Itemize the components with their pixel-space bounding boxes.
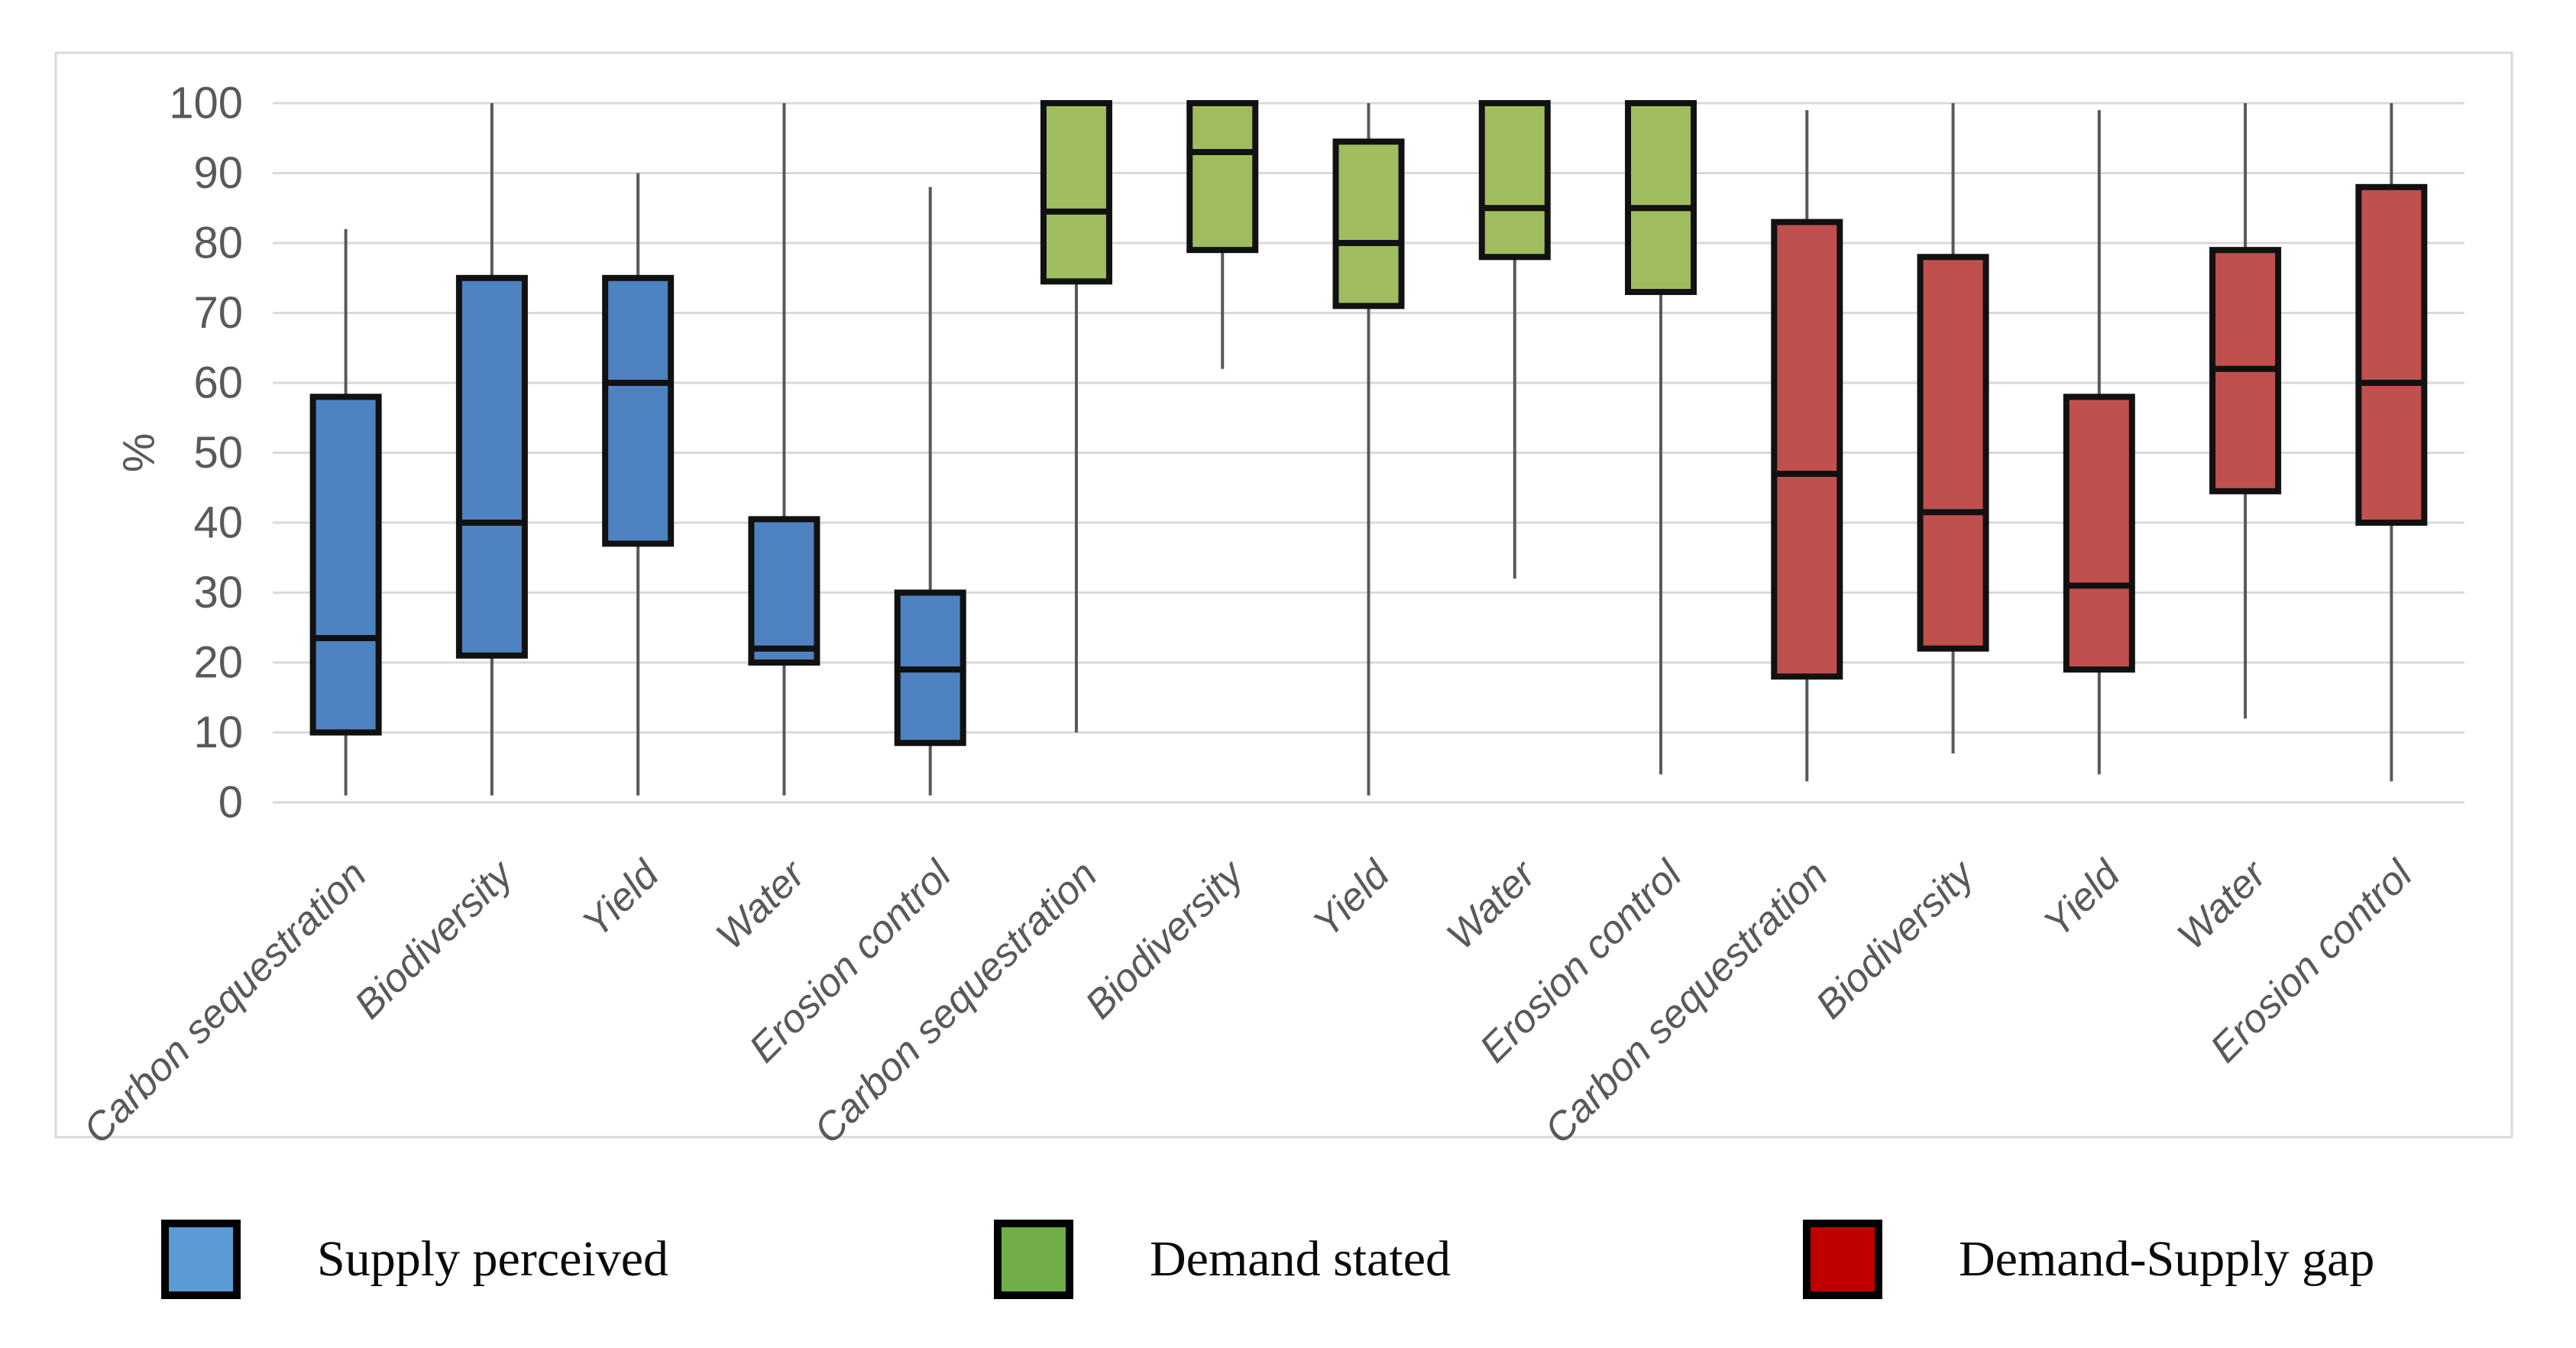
- x-category-label: Carbon sequestration: [806, 852, 1106, 1152]
- box-demand-stated-carbon-sequestration: [1040, 100, 1112, 285]
- y-tick-label: 90: [193, 148, 243, 198]
- box-demand-stated-erosion-control: [1625, 100, 1697, 296]
- y-tick-label: 60: [193, 358, 243, 408]
- box-demand-stated-water: [1478, 100, 1551, 261]
- x-category-label: Biodiversity: [1807, 851, 1984, 1027]
- x-category-label: Biodiversity: [1077, 851, 1254, 1027]
- box-demand-stated-yield: [1332, 138, 1405, 309]
- legend-label-demand-stated: Demand stated: [1150, 1231, 1451, 1287]
- legend-swatch-demand-stated: [994, 1220, 1073, 1299]
- box-demand-supply-gap-yield: [2063, 394, 2135, 673]
- legend-label-demand-supply-gap: Demand-Supply gap: [1959, 1231, 2375, 1287]
- x-category-label: Carbon sequestration: [76, 852, 376, 1152]
- legend-swatch-demand-supply-gap: [1803, 1220, 1882, 1299]
- box-supply-perceived-carbon-sequestration: [309, 394, 382, 736]
- y-tick-label: 50: [193, 428, 243, 478]
- legend-item-supply-perceived: Supply perceived: [161, 1220, 668, 1299]
- legend-item-demand-stated: Demand stated: [994, 1220, 1451, 1299]
- legend-item-demand-supply-gap: Demand-Supply gap: [1803, 1220, 2374, 1299]
- box-demand-supply-gap-carbon-sequestration: [1771, 219, 1843, 680]
- y-tick-label: 30: [193, 568, 243, 617]
- y-tick-label: 80: [193, 219, 243, 268]
- y-tick-label: 20: [193, 638, 243, 688]
- legend: Supply perceived Demand stated Demand-Su…: [0, 1220, 2576, 1327]
- x-category-label: Biodiversity: [346, 851, 523, 1027]
- y-tick-label: 40: [193, 498, 243, 548]
- box-supply-perceived-water: [748, 516, 820, 666]
- box-demand-stated-biodiversity: [1186, 100, 1259, 254]
- x-category-label: Water: [2169, 851, 2276, 958]
- box-demand-supply-gap-erosion-control: [2355, 183, 2428, 527]
- y-tick-label: 0: [218, 778, 243, 828]
- x-category-label: Yield: [574, 851, 669, 946]
- box-supply-perceived-yield: [602, 274, 675, 547]
- x-category-label: Carbon sequestration: [1536, 852, 1837, 1152]
- x-category-label: Yield: [1305, 851, 1400, 946]
- plot-border: [54, 51, 2513, 1139]
- box-demand-supply-gap-biodiversity: [1917, 254, 1989, 652]
- x-category-label: Yield: [2035, 851, 2130, 946]
- y-axis-label: %: [115, 433, 164, 473]
- boxplot-chart: 0 10 20 30 40 50 60 70 80 90 100% Carbon sequestrat…: [54, 51, 2513, 1152]
- y-tick-label: 100: [169, 79, 243, 128]
- y-tick-label: 70: [193, 288, 243, 338]
- y-tick-label: 10: [193, 708, 243, 757]
- legend-swatch-supply-perceived: [161, 1220, 241, 1299]
- x-category-label: Water: [1438, 851, 1545, 958]
- legend-label-supply-perceived: Supply perceived: [317, 1231, 669, 1287]
- box-supply-perceived-biodiversity: [455, 274, 528, 659]
- x-category-label: Water: [708, 851, 815, 958]
